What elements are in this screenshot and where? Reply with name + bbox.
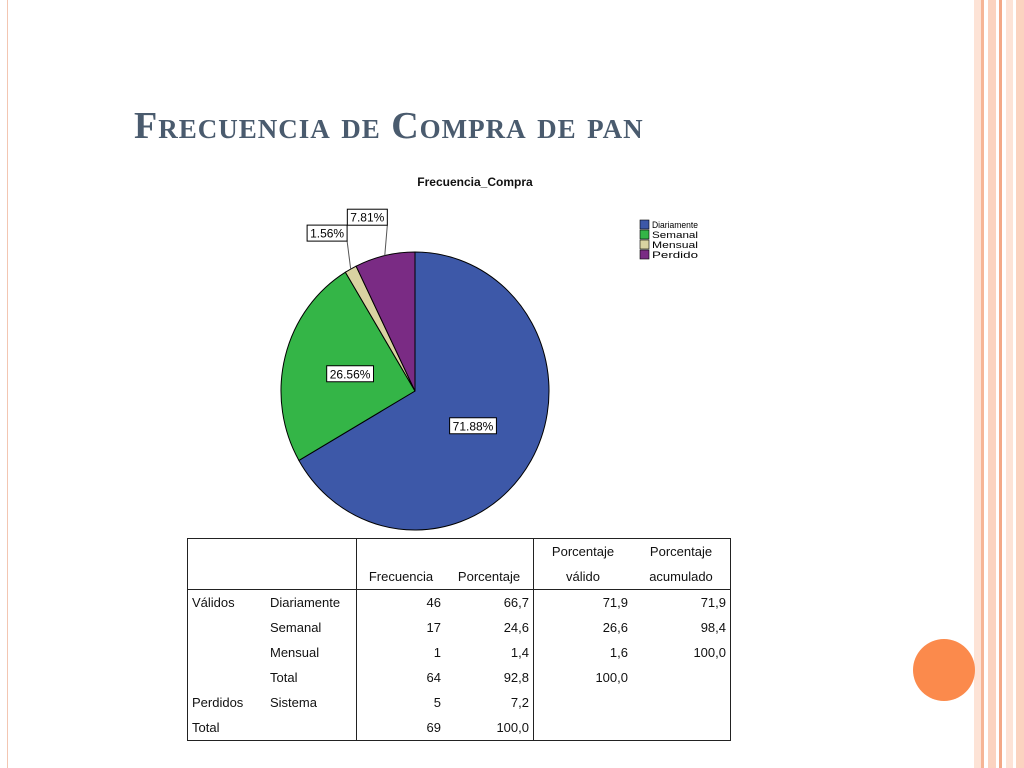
table-header-row: Porcentaje Porcentaje [188, 538, 731, 564]
row-group: Perdidos [192, 695, 244, 710]
data-label: 1.56% [310, 227, 344, 241]
data-label: 26.56% [330, 367, 371, 381]
table-row: Mensual 1 1,4 1,6 100,0 [188, 640, 731, 665]
border-stripe [974, 0, 981, 768]
slide-title: Frecuencia de Compra de pan [134, 105, 644, 147]
row-category: Semanal [270, 620, 322, 635]
table-row: Semanal 17 24,6 26,6 98,4 [188, 615, 731, 640]
header-porcentaje-acumulado-1: Porcentaje [649, 544, 713, 559]
border-stripe [999, 0, 1002, 768]
table-row: Válidos Diariamente 46 66,7 71,9 71,9 [188, 589, 731, 615]
row-category: Total [270, 670, 298, 685]
legend-swatch [639, 239, 650, 250]
row-group [188, 640, 267, 665]
header-porcentaje-valido-2: válido [533, 564, 632, 590]
cell-valido: 71,9 [533, 589, 632, 615]
cell-acumulado [632, 715, 731, 741]
border-stripe [981, 0, 984, 768]
cell-acumulado: 98,4 [700, 620, 726, 635]
row-category: Diariamente [270, 595, 341, 610]
cell-acumulado [632, 665, 731, 690]
data-label: 71.88% [453, 419, 494, 433]
legend-entry: Perdido [652, 250, 698, 260]
row-category: Mensual [270, 645, 320, 660]
row-group [188, 665, 267, 690]
border-stripe [988, 0, 996, 768]
cell-frecuencia: 5 [356, 690, 445, 715]
row-category [266, 715, 357, 741]
cell-frecuencia: 17 [356, 615, 445, 640]
chart-title: Frecuencia_Compra [417, 175, 533, 189]
cell-valido [533, 715, 632, 741]
cell-frecuencia: 1 [356, 640, 445, 665]
header-porcentaje-valido-1: Porcentaje [533, 538, 632, 564]
cell-frecuencia: 46 [356, 589, 445, 615]
table-header-row: Frecuencia Porcentaje válido acumulado [187, 564, 731, 590]
border-stripe [1006, 0, 1013, 768]
slide-border-left [0, 0, 8, 768]
cell-valido: 1,6 [533, 640, 632, 665]
row-group: Total [192, 720, 220, 735]
legend-entry: Semanal [652, 230, 698, 240]
row-group: Válidos [192, 595, 235, 610]
label-leader-line [346, 241, 352, 270]
pie-chart: Frecuencia_Compra 71.88% 26.56% 1.56% 7.81% D… [280, 175, 698, 531]
cell-valido: 100,0 [533, 665, 632, 690]
cell-porcentaje: 100,0 [496, 720, 529, 735]
border-stripe [1016, 0, 1024, 768]
table-row: Total 64 92,8 100,0 [188, 665, 731, 690]
cell-porcentaje: 66,7 [503, 595, 529, 610]
header-porcentaje-acumulado-2: acumulado [632, 564, 731, 590]
table-row: Total 69 100,0 [188, 715, 731, 741]
pie-slice-diariamente [298, 251, 550, 531]
cell-frecuencia: 64 [356, 665, 445, 690]
table-row: Perdidos Sistema 5 7,2 [188, 690, 731, 715]
data-label-box [449, 417, 497, 435]
slide-border-right [974, 0, 1024, 768]
cell-acumulado: 71,9 [700, 595, 726, 610]
row-category: Sistema [270, 695, 317, 710]
cell-porcentaje: 92,8 [503, 670, 529, 685]
frequency-table: Porcentaje Porcentaje Frecuencia Porcent… [187, 538, 731, 741]
data-label-box [346, 208, 388, 226]
cell-porcentaje: 1,4 [510, 645, 529, 660]
orange-circle-decoration [913, 639, 975, 701]
data-label-box [306, 224, 348, 242]
header-frecuencia: Frecuencia [356, 564, 445, 590]
data-label: 7.81% [350, 211, 384, 225]
header-porcentaje: Porcentaje [445, 564, 534, 590]
cell-frecuencia: 69 [356, 715, 445, 741]
cell-acumulado [632, 690, 731, 715]
cell-porcentaje: 24,6 [503, 620, 529, 635]
cell-valido: 26,6 [533, 615, 632, 640]
cell-acumulado: 100,0 [693, 645, 726, 660]
legend-swatch [639, 219, 650, 230]
legend-swatch [639, 249, 650, 260]
legend-entry: Mensual [652, 240, 698, 250]
cell-valido [533, 690, 632, 715]
label-leader-line [384, 225, 388, 256]
cell-porcentaje: 7,2 [510, 695, 529, 710]
pie-slice-perdido [355, 251, 416, 392]
legend-entry: Diariamente [652, 220, 698, 230]
data-label-box [326, 365, 374, 383]
legend-swatch [639, 229, 650, 240]
row-group [188, 615, 267, 640]
